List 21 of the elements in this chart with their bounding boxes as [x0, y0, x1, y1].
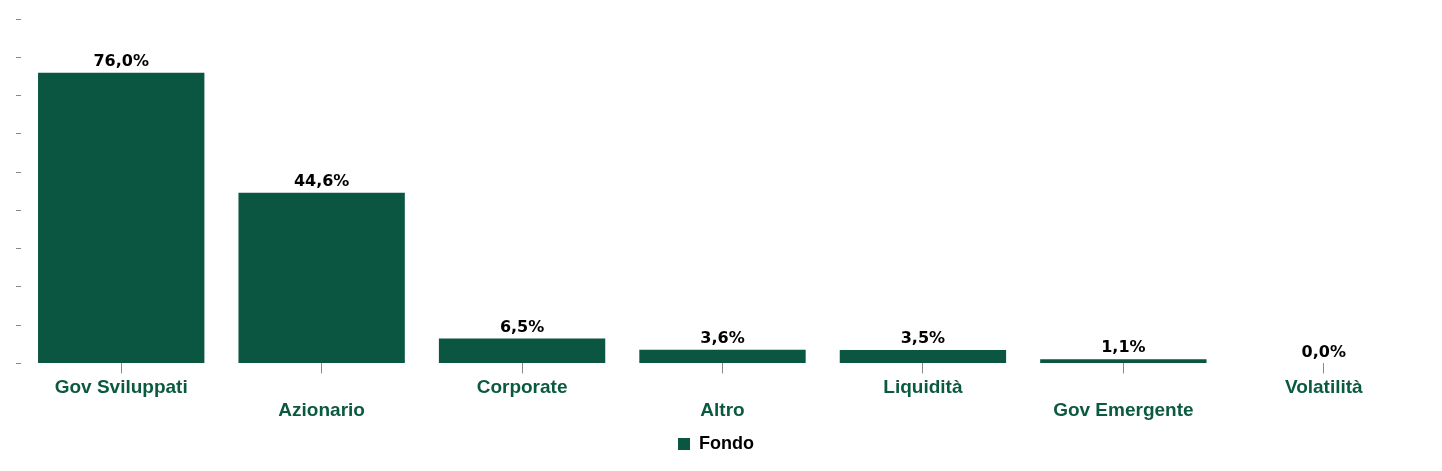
x-tick-label: Volatilità	[1284, 376, 1364, 398]
bar	[38, 72, 205, 363]
bar	[438, 338, 606, 363]
x-tick-label: Corporate	[476, 376, 568, 398]
x-tick-label: Liquidità	[883, 376, 963, 398]
x-tick-label: Gov Emergente	[1053, 398, 1194, 420]
bar	[839, 350, 1007, 363]
bar	[1040, 359, 1207, 363]
x-tick-label: Altro	[700, 398, 745, 420]
data-label: 3,5%	[900, 328, 946, 348]
data-label: 6,5%	[499, 316, 545, 336]
data-label: 1,1%	[1101, 337, 1146, 357]
bar	[639, 349, 806, 363]
legend-label: Fondo	[699, 432, 754, 453]
x-tick-label: Azionario	[278, 398, 365, 420]
data-label: 3,6%	[700, 327, 745, 347]
x-tick-label: Gov Sviluppati	[54, 376, 188, 398]
data-label: 0,0%	[1301, 341, 1346, 361]
bar	[238, 192, 405, 363]
data-label: 44,6%	[293, 170, 350, 190]
data-label: 76,0%	[93, 50, 149, 70]
